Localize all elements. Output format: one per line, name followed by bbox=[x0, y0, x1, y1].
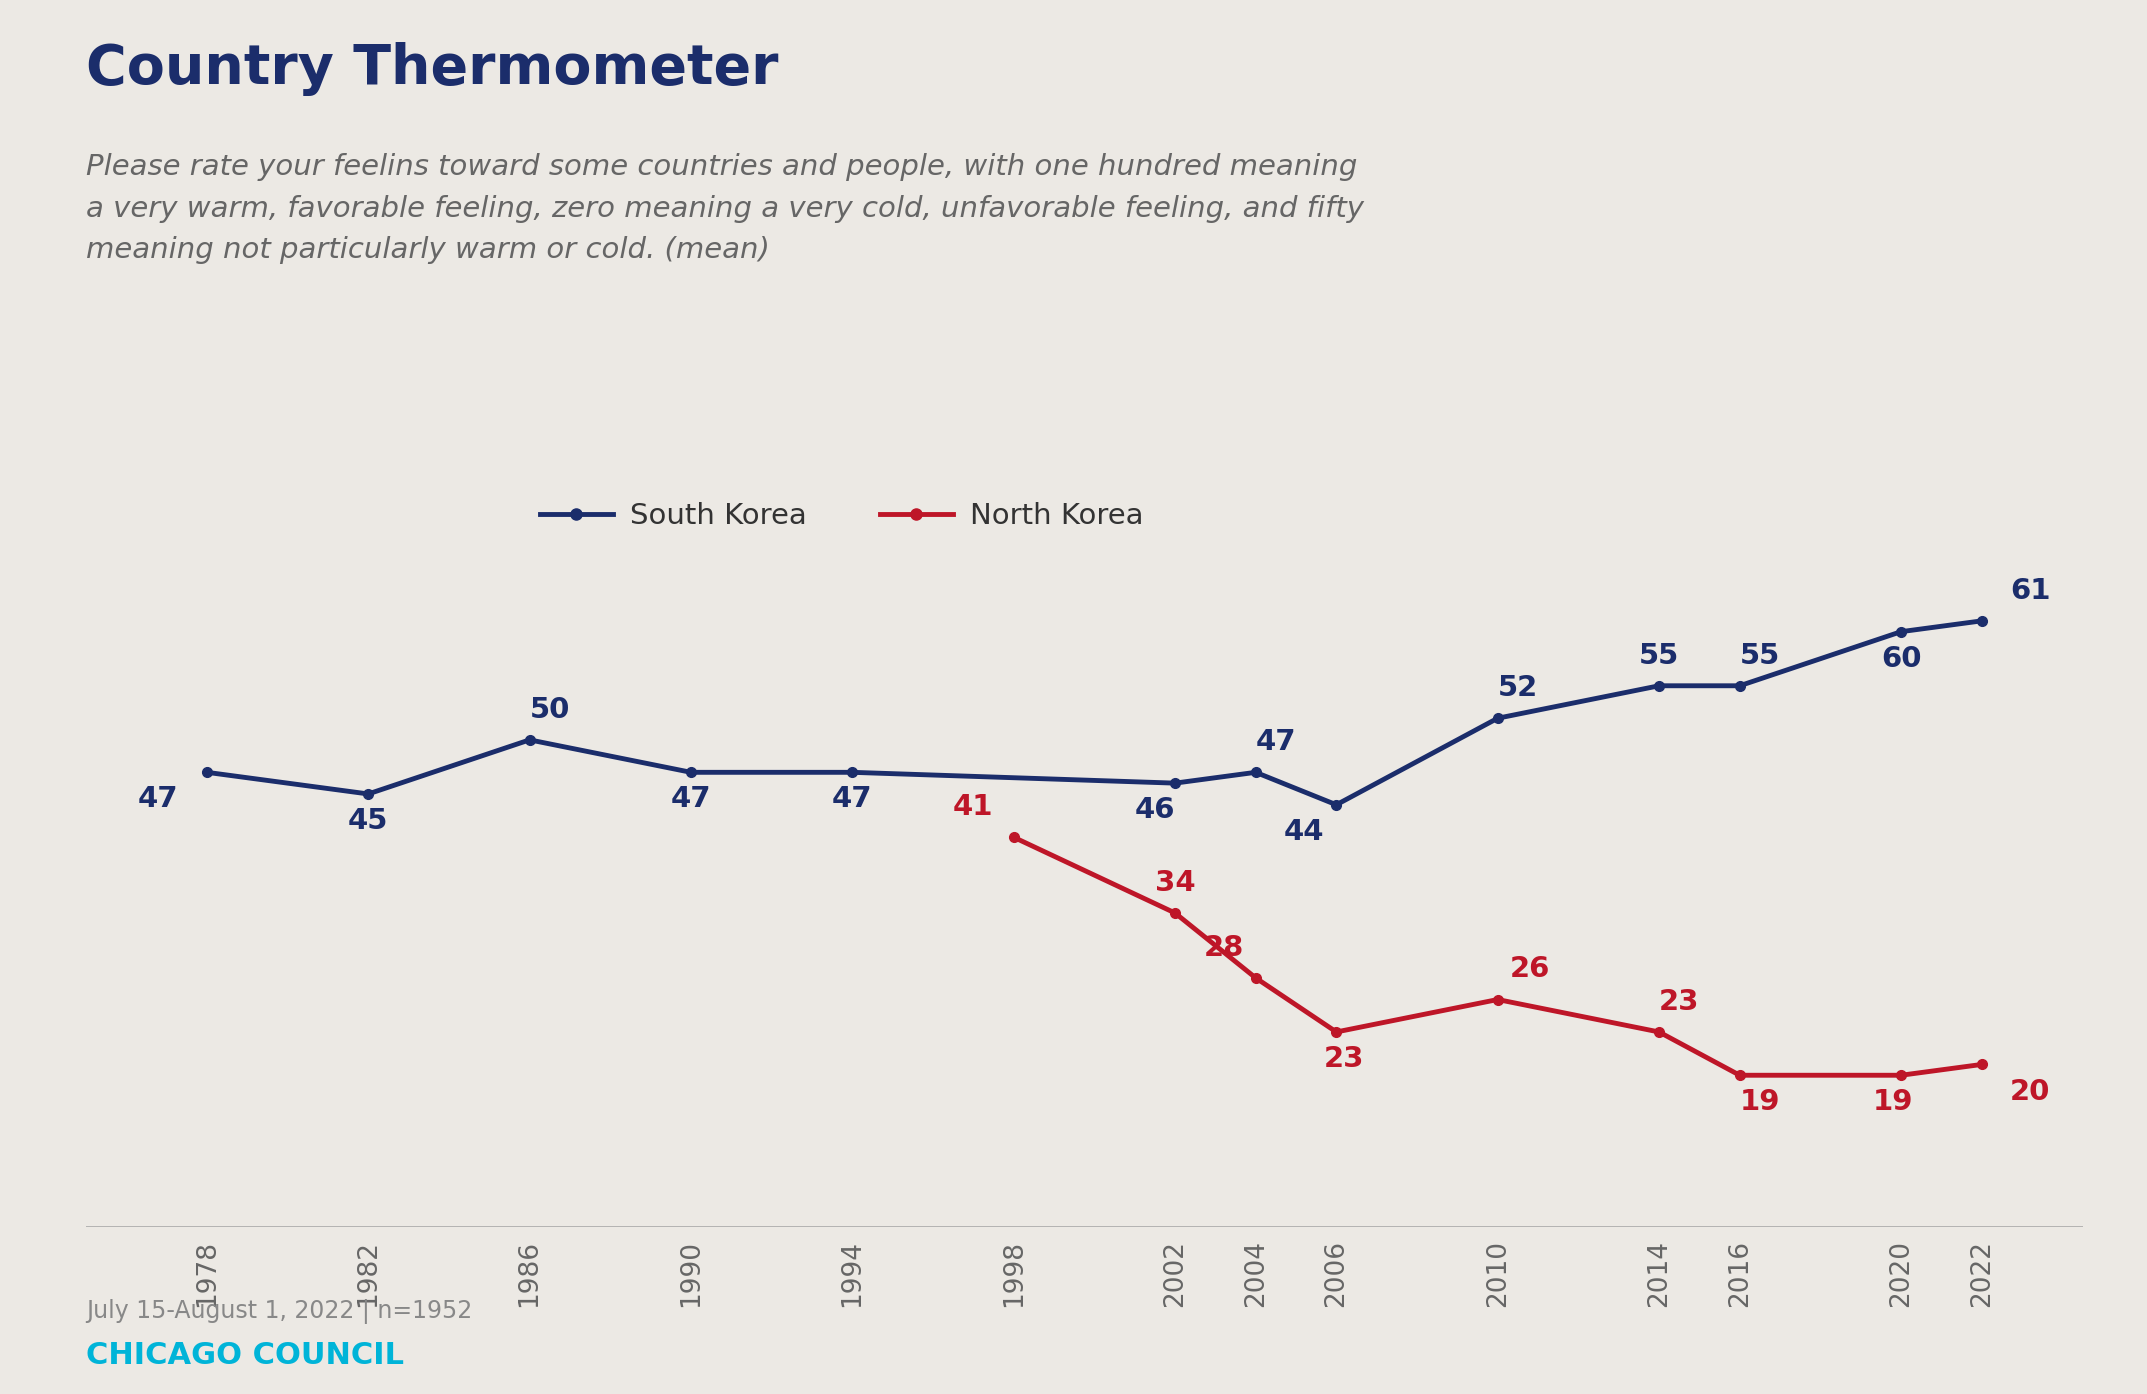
Text: 47: 47 bbox=[137, 785, 178, 814]
Text: July 15-August 1, 2022 | n=1952: July 15-August 1, 2022 | n=1952 bbox=[86, 1299, 472, 1324]
Text: 20: 20 bbox=[2010, 1078, 2050, 1105]
Text: 34: 34 bbox=[1155, 868, 1196, 896]
Text: 45: 45 bbox=[348, 807, 389, 835]
Text: 28: 28 bbox=[1202, 934, 1243, 962]
Text: 52: 52 bbox=[1499, 673, 1537, 703]
Legend: South Korea, North Korea: South Korea, North Korea bbox=[539, 502, 1144, 530]
Text: 26: 26 bbox=[1509, 955, 1550, 983]
Text: 47: 47 bbox=[1256, 728, 1297, 756]
Text: 55: 55 bbox=[1739, 641, 1780, 669]
Text: 55: 55 bbox=[1638, 641, 1679, 669]
Text: 23: 23 bbox=[1325, 1046, 1365, 1073]
Text: 44: 44 bbox=[1284, 818, 1325, 846]
Text: 23: 23 bbox=[1660, 988, 1700, 1016]
Text: 46: 46 bbox=[1134, 796, 1174, 824]
Text: CHICAGO COUNCIL: CHICAGO COUNCIL bbox=[86, 1341, 404, 1370]
Text: 19: 19 bbox=[1739, 1089, 1780, 1117]
Text: 61: 61 bbox=[2010, 577, 2050, 605]
Text: 50: 50 bbox=[530, 696, 569, 723]
Text: Country Thermometer: Country Thermometer bbox=[86, 42, 779, 96]
Text: 47: 47 bbox=[833, 785, 872, 814]
Text: Please rate your feelins toward some countries and people, with one hundred mean: Please rate your feelins toward some cou… bbox=[86, 153, 1363, 263]
Text: 41: 41 bbox=[953, 793, 994, 821]
Text: 60: 60 bbox=[1881, 645, 1922, 673]
Text: 19: 19 bbox=[1872, 1089, 1913, 1117]
Text: 47: 47 bbox=[670, 785, 711, 814]
